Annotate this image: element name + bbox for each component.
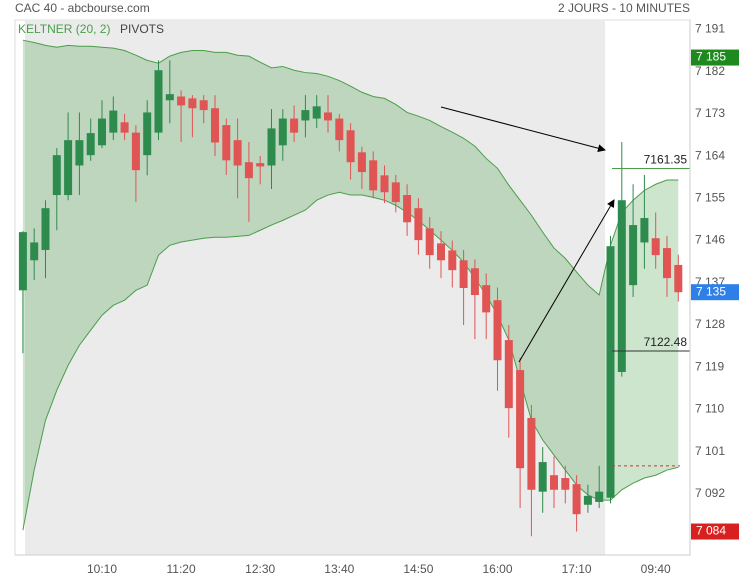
candle-body [516,370,525,469]
candle-body [290,118,299,133]
candle-body [629,225,638,286]
x-tick-label: 13:40 [324,562,354,576]
annotation-arrow [518,199,615,363]
annotation-arrow [440,106,606,153]
legend-pivots[interactable]: PIVOTS [120,22,164,36]
keltner-lower [22,191,679,531]
candle-body [165,94,174,101]
candle-body [459,260,468,288]
candle-body [538,462,547,492]
candle-body [278,118,287,146]
candle-body [391,182,400,203]
candle-body [346,130,355,163]
plot-layer [18,39,690,537]
candle-body [109,110,118,133]
candle-body [177,96,186,106]
price-tag [691,284,739,301]
y-tick-label: 7 110 [695,402,724,416]
candle-body [640,218,649,243]
price-tag [691,49,739,66]
candle-body [120,122,129,133]
keltner-band [22,40,679,531]
candle-body [448,250,457,271]
candle-body [583,495,592,505]
chart-title: CAC 40 - abcbourse.com [15,1,150,15]
chart-subtitle: 2 JOURS - 10 MINUTES [558,1,690,15]
x-tick-label: 09:40 [641,562,671,576]
candle-body [222,125,231,161]
candle-body [572,484,581,515]
candle-body [75,140,84,166]
candle-body [335,118,344,141]
candle-body [86,133,95,156]
candle-body [663,248,671,279]
candle-body [437,243,445,261]
candle-body [482,285,491,313]
candle-body [617,200,626,372]
y-tick-label: 7 119 [695,359,724,373]
candle-body [312,106,321,119]
y-tick-label: 7 191 [695,22,725,36]
candle-body [403,195,412,223]
price-tag-label: 7 084 [696,524,726,538]
candle-body [595,491,604,502]
price-tag-label: 7 185 [696,50,726,64]
candle-body [199,100,208,111]
candle-body [256,163,265,167]
candle-body [131,132,140,171]
candle-body [18,232,27,291]
x-tick-label: 11:20 [167,562,196,576]
candle-body [64,140,73,196]
y-tick-label: 7 164 [695,148,725,162]
candle-body [357,152,366,173]
x-tick-label: 17:10 [562,562,592,576]
candle-body [154,70,163,133]
y-tick-label: 7 146 [695,233,725,247]
candle-body [30,242,39,261]
candle-body [41,208,50,250]
y-tick-label: 7 101 [695,444,725,458]
x-tick-label: 12:30 [245,562,275,576]
candle-body [98,118,106,146]
candle-body [550,475,558,490]
y-tick-label: 7 128 [695,317,725,331]
candle-body [233,140,242,166]
candle-body [470,268,479,296]
price-tag [691,523,739,540]
candle-body [244,162,253,179]
candle-body [425,228,434,256]
candle-body [267,128,276,166]
candle-body [606,246,615,498]
candle-body [380,175,389,193]
candle-body [651,238,660,256]
candle-body [324,112,332,121]
legend-keltner[interactable]: KELTNER (20, 2) [18,22,110,36]
candle-body [504,340,513,409]
x-tick-label: 16:00 [482,562,512,576]
candle-body [143,112,152,156]
y-tick-label: 7 182 [695,64,725,78]
candle-body [674,264,683,293]
candle-body [211,108,219,143]
x-tick-label: 10:10 [87,562,117,576]
candle-body [561,478,570,490]
x-tick-label: 14:50 [403,562,433,576]
price-tag-label: 7 135 [696,284,726,298]
candle-body [369,160,378,191]
candle-body [188,98,197,109]
pivot-label: 7122.48 [644,335,688,349]
y-tick-label: 7 173 [695,106,725,120]
y-tick-label: 7 092 [695,486,725,500]
candle-body [52,155,61,196]
pivot-label: 7161.35 [644,153,688,167]
candle-body [301,110,310,121]
candle-body [527,417,536,490]
y-tick-label: 7 155 [695,191,725,205]
candle-body [414,208,423,241]
candle-body [493,300,502,361]
keltner-upper [22,39,679,296]
